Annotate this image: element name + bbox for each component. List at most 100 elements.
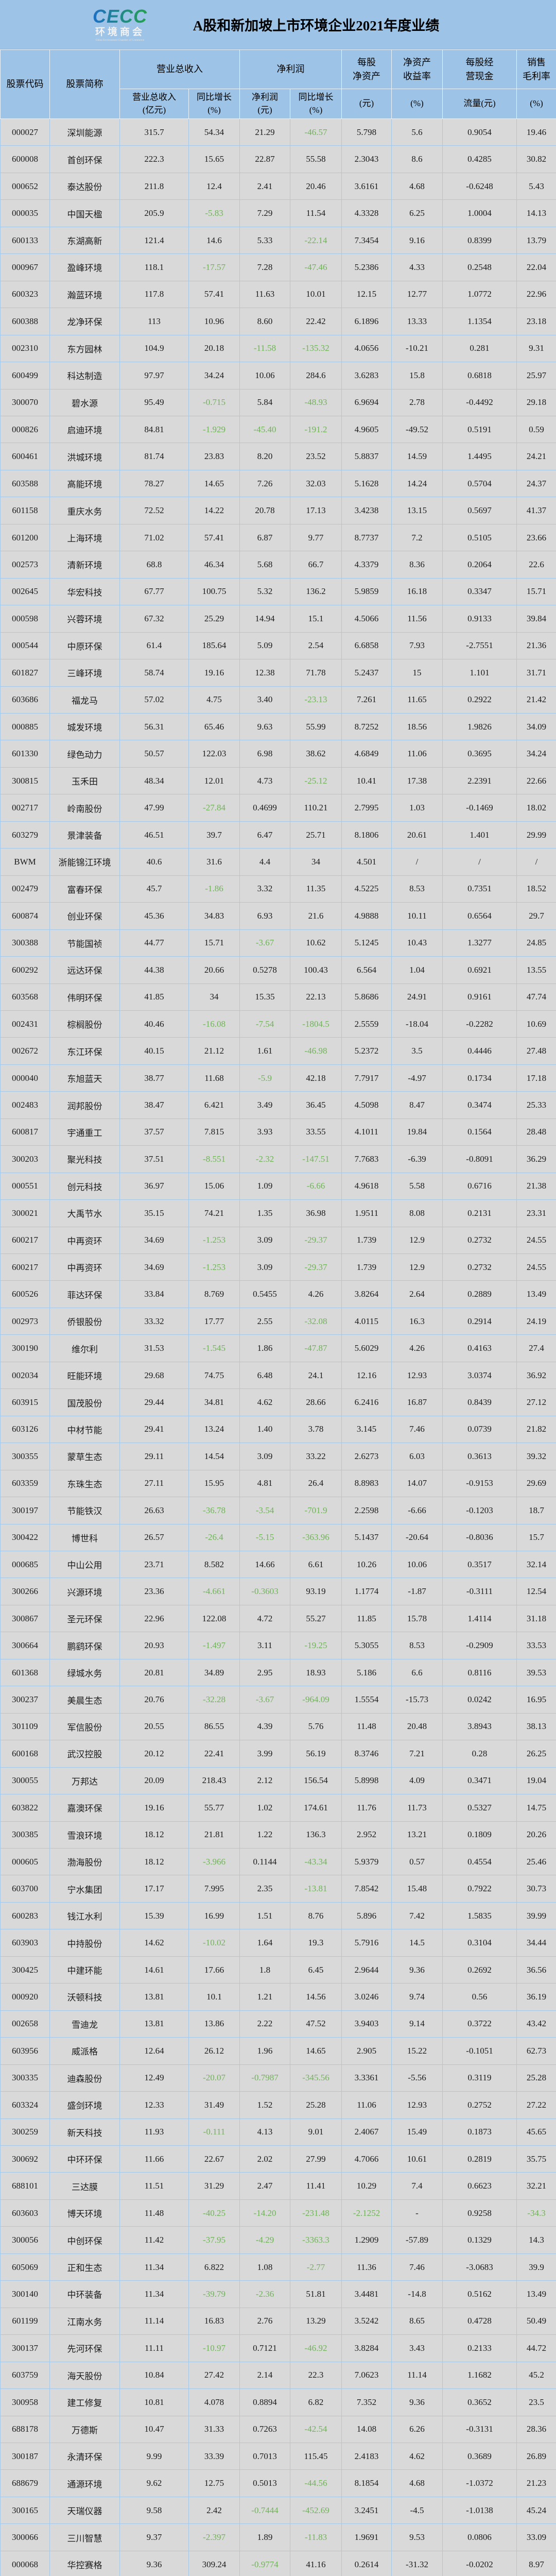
cell-bvps[interactable]: 1.9511: [341, 1199, 392, 1227]
cell-net-profit[interactable]: 22.87: [239, 145, 290, 173]
cell-net-profit[interactable]: 4.13: [239, 2118, 290, 2146]
cell-profit-yoy[interactable]: 174.61: [290, 1794, 342, 1822]
cell-revenue[interactable]: 26.57: [119, 1523, 189, 1552]
cell-stock-code[interactable]: 603126: [0, 1415, 50, 1444]
cell-stock-name[interactable]: 博天环境: [49, 2199, 120, 2227]
cell-roe[interactable]: 2.64: [391, 1280, 443, 1308]
cell-ocf-per-share[interactable]: 0.3119: [442, 2064, 517, 2092]
cell-net-profit[interactable]: -4.29: [239, 2226, 290, 2254]
cell-roe[interactable]: 8.47: [391, 1091, 443, 1119]
cell-ocf-per-share[interactable]: 0.2131: [442, 1199, 517, 1227]
cell-gross-margin[interactable]: 45.24: [516, 2496, 556, 2524]
cell-gross-margin[interactable]: 31.18: [516, 1604, 556, 1633]
cell-ocf-per-share[interactable]: 0.5704: [442, 469, 517, 498]
cell-profit-yoy[interactable]: -231.48: [290, 2199, 342, 2227]
cell-profit-yoy[interactable]: -29.37: [290, 1226, 342, 1255]
cell-stock-code[interactable]: 603759: [0, 2361, 50, 2389]
cell-revenue[interactable]: 22.96: [119, 1604, 189, 1633]
cell-revenue-yoy[interactable]: 23.83: [188, 443, 240, 470]
cell-gross-margin[interactable]: 19.46: [516, 118, 556, 146]
cell-bvps[interactable]: 3.8264: [341, 1280, 392, 1308]
cell-ocf-per-share[interactable]: -0.1051: [442, 2037, 517, 2065]
cell-stock-name[interactable]: 伟明环保: [49, 983, 120, 1011]
cell-bvps[interactable]: 5.896: [341, 1902, 392, 1930]
cell-bvps[interactable]: 3.6161: [341, 172, 392, 200]
cell-stock-name[interactable]: 远达环保: [49, 956, 120, 984]
cell-revenue-yoy[interactable]: 34.83: [188, 902, 240, 930]
cell-revenue-yoy[interactable]: 57.41: [188, 523, 240, 552]
cell-profit-yoy[interactable]: -47.46: [290, 253, 342, 281]
cell-stock-code[interactable]: 603603: [0, 2199, 50, 2227]
cell-bvps[interactable]: 5.8998: [341, 1767, 392, 1795]
cell-stock-name[interactable]: 菲达环保: [49, 1280, 120, 1308]
cell-revenue-yoy[interactable]: -5.83: [188, 199, 240, 227]
cell-roe[interactable]: 8.53: [391, 1632, 443, 1659]
cell-net-profit[interactable]: 1.52: [239, 2091, 290, 2119]
cell-ocf-per-share[interactable]: 0.6921: [442, 956, 517, 984]
cell-stock-code[interactable]: 601330: [0, 740, 50, 768]
cell-net-profit[interactable]: 4.72: [239, 1604, 290, 1633]
cell-stock-code[interactable]: 300815: [0, 767, 50, 795]
cell-stock-name[interactable]: 中持股份: [49, 1929, 120, 1957]
cell-gross-margin[interactable]: 29.7: [516, 902, 556, 930]
cell-stock-code[interactable]: 300237: [0, 1686, 50, 1714]
cell-profit-yoy[interactable]: 11.41: [290, 2172, 342, 2200]
cell-net-profit[interactable]: 2.95: [239, 1658, 290, 1687]
cell-profit-yoy[interactable]: -42.54: [290, 2415, 342, 2443]
cell-ocf-per-share[interactable]: 1.1354: [442, 308, 517, 335]
cell-ocf-per-share[interactable]: 0.4285: [442, 145, 517, 173]
cell-stock-name[interactable]: 华宏科技: [49, 578, 120, 606]
cell-revenue[interactable]: 46.51: [119, 821, 189, 849]
cell-stock-name[interactable]: 正和生态: [49, 2253, 120, 2281]
cell-revenue-yoy[interactable]: 16.83: [188, 2307, 240, 2335]
cell-profit-yoy[interactable]: -363.96: [290, 1523, 342, 1552]
cell-revenue-yoy[interactable]: 21.12: [188, 1037, 240, 1065]
cell-revenue-yoy[interactable]: -1.253: [188, 1253, 240, 1281]
cell-roe[interactable]: 6.03: [391, 1443, 443, 1470]
cell-revenue[interactable]: 67.77: [119, 578, 189, 606]
cell-profit-yoy[interactable]: 22.13: [290, 983, 342, 1011]
cell-revenue[interactable]: 72.52: [119, 497, 189, 524]
cell-gross-margin[interactable]: 33.09: [516, 2523, 556, 2551]
cell-profit-yoy[interactable]: -452.69: [290, 2496, 342, 2524]
cell-ocf-per-share[interactable]: 3.8943: [442, 1713, 517, 1741]
cell-net-profit[interactable]: 1.21: [239, 1983, 290, 2011]
cell-ocf-per-share[interactable]: 0.1329: [442, 2226, 517, 2254]
cell-revenue-yoy[interactable]: 7.815: [188, 1118, 240, 1146]
cell-roe[interactable]: 7.4: [391, 2172, 443, 2200]
cell-stock-name[interactable]: 玉禾田: [49, 767, 120, 795]
cell-stock-code[interactable]: 600499: [0, 362, 50, 389]
cell-stock-code[interactable]: 300867: [0, 1604, 50, 1633]
cell-profit-yoy[interactable]: -6.66: [290, 1172, 342, 1200]
cell-bvps[interactable]: 4.9618: [341, 1172, 392, 1200]
cell-revenue-yoy[interactable]: 14.54: [188, 1443, 240, 1470]
cell-stock-name[interactable]: 兴源环境: [49, 1578, 120, 1605]
cell-gross-margin[interactable]: 23.31: [516, 1199, 556, 1227]
cell-revenue-yoy[interactable]: -26.4: [188, 1523, 240, 1552]
cell-revenue[interactable]: 71.02: [119, 523, 189, 552]
col-group-revenue[interactable]: 营业总收入: [119, 49, 240, 89]
cell-bvps[interactable]: 8.1854: [341, 2469, 392, 2497]
cell-revenue[interactable]: 11.51: [119, 2172, 189, 2200]
cell-bvps[interactable]: 4.0115: [341, 1307, 392, 1335]
cell-bvps[interactable]: 7.352: [341, 2388, 392, 2416]
cell-stock-code[interactable]: 300066: [0, 2523, 50, 2551]
cell-revenue-yoy[interactable]: 15.06: [188, 1172, 240, 1200]
col-header-ocf[interactable]: 每股经 营现金: [442, 49, 517, 89]
cell-roe[interactable]: 7.93: [391, 632, 443, 660]
cell-stock-code[interactable]: BWM: [0, 848, 50, 876]
cell-bvps[interactable]: 1.9691: [341, 2523, 392, 2551]
cell-ocf-per-share[interactable]: -0.0202: [442, 2550, 517, 2576]
cell-profit-yoy[interactable]: 11.54: [290, 199, 342, 227]
cell-profit-yoy[interactable]: 33.22: [290, 1443, 342, 1470]
cell-net-profit[interactable]: 14.66: [239, 1551, 290, 1579]
cell-profit-yoy[interactable]: 13.29: [290, 2307, 342, 2335]
cell-profit-yoy[interactable]: -22.14: [290, 226, 342, 255]
cell-stock-name[interactable]: 中创环保: [49, 2226, 120, 2254]
cell-profit-yoy[interactable]: 27.99: [290, 2145, 342, 2173]
cell-revenue[interactable]: 117.8: [119, 280, 189, 309]
cell-roe[interactable]: 5.6: [391, 118, 443, 146]
cell-bvps[interactable]: 4.501: [341, 848, 392, 876]
cell-stock-name[interactable]: 东珠生态: [49, 1469, 120, 1498]
cell-gross-margin[interactable]: 39.99: [516, 1902, 556, 1930]
